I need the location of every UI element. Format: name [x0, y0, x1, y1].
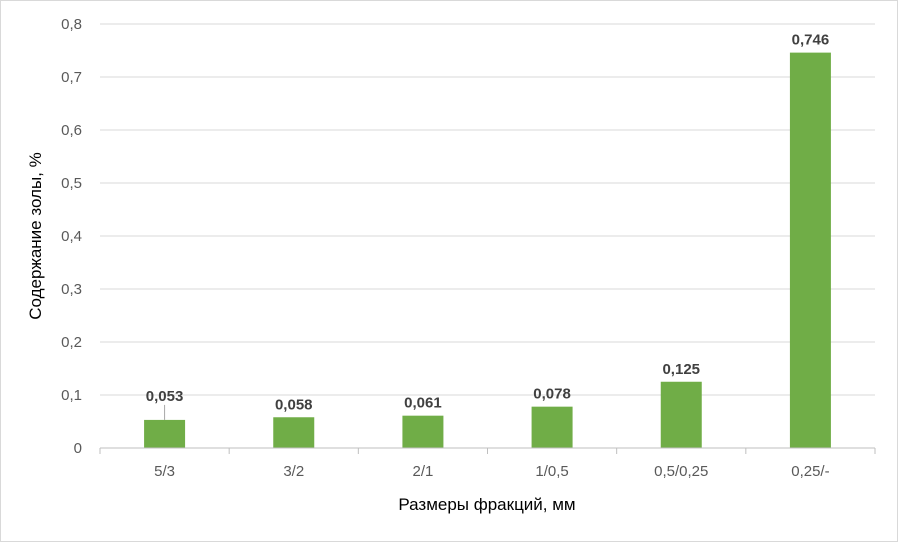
- bar: [273, 417, 315, 448]
- bar: [660, 381, 702, 448]
- bar: [402, 415, 444, 448]
- axes: 0 0,1 0,2 0,3 0,4 0,5 0,6 0,7 0,8 5/3 3/2 2/1 1/0,5 0…: [61, 16, 876, 480]
- gridlines: [100, 23, 875, 396]
- x-axis-title: Размеры фракций, мм: [398, 495, 575, 514]
- data-label: 0,078: [533, 386, 571, 403]
- data-label: 0,053: [146, 388, 184, 405]
- x-tick-label: 3/2: [283, 463, 304, 480]
- data-label: 0,746: [792, 32, 830, 49]
- y-tick-label: 0,7: [61, 69, 82, 86]
- x-tick-label: 1/0,5: [535, 463, 568, 480]
- bar: [144, 419, 186, 448]
- y-tick-label: 0,5: [61, 175, 82, 192]
- y-tick-label: 0,8: [61, 16, 82, 33]
- y-tick-label: 0,2: [61, 334, 82, 351]
- data-labels: 0,053 0,058 0,061 0,078 0,125 0,746: [146, 32, 829, 420]
- x-tick-label: 0,5/0,25: [654, 463, 708, 480]
- y-tick-label: 0,6: [61, 122, 82, 139]
- data-label: 0,058: [275, 396, 313, 413]
- x-tick-label: 5/3: [154, 463, 175, 480]
- bar: [789, 52, 831, 449]
- y-tick-label: 0: [74, 440, 82, 457]
- x-tick-label: 2/1: [412, 463, 433, 480]
- y-axis-title: Содержание золы, %: [26, 152, 45, 319]
- y-tick-label: 0,3: [61, 281, 82, 298]
- y-tick-label: 0,4: [61, 228, 82, 245]
- bar: [531, 406, 573, 448]
- x-tick-label: 0,25/-: [791, 463, 829, 480]
- data-label: 0,061: [404, 395, 442, 412]
- y-tick-label: 0,1: [61, 387, 82, 404]
- data-label: 0,125: [662, 361, 700, 378]
- bars: [144, 52, 831, 449]
